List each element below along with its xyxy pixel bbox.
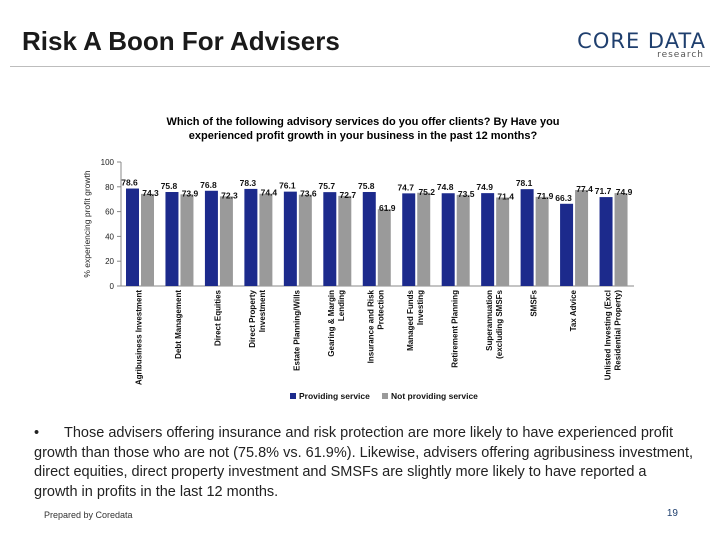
data-label: 74.9 — [476, 182, 493, 192]
category-label: Estate Planning/Wills — [293, 289, 302, 370]
data-label: 71.4 — [497, 191, 514, 201]
data-label: 73.9 — [182, 188, 199, 198]
chart-title: Which of the following advisory services… — [120, 115, 606, 143]
bar-not-providing — [338, 195, 352, 286]
bar-not-providing — [496, 197, 510, 286]
data-label: 75.8 — [358, 181, 375, 191]
data-label: 77.4 — [576, 184, 593, 194]
data-label: 66.3 — [555, 193, 572, 203]
category-label: Residential Property) — [613, 290, 622, 371]
category-label: Tax Advice — [569, 289, 578, 331]
bar-providing — [441, 193, 455, 286]
data-label: 75.8 — [161, 181, 178, 191]
category-label: Investing — [416, 290, 425, 325]
bar-not-providing — [141, 193, 154, 286]
category-label: Direct Property — [248, 289, 257, 347]
bar-not-providing — [219, 196, 233, 286]
bar-providing — [560, 203, 574, 286]
y-tick-label: 40 — [105, 232, 114, 241]
footer-credit: Prepared by Coredata — [44, 510, 133, 520]
legend-label: Providing service — [299, 391, 370, 401]
data-label: 76.8 — [200, 180, 217, 190]
data-label: 73.6 — [300, 189, 317, 199]
legend-swatch — [290, 393, 296, 399]
header-divider — [10, 66, 710, 67]
data-label: 73.5 — [458, 189, 475, 199]
bar-providing — [244, 188, 258, 286]
summary-paragraph: • Those advisers offering insurance and r… — [34, 424, 694, 502]
bar-providing — [126, 188, 139, 286]
chart-title-line-2: experienced profit growth in your busine… — [188, 130, 538, 142]
data-label: 74.8 — [437, 182, 454, 192]
category-label: Retirement Planning — [450, 290, 459, 368]
bar-not-providing — [180, 194, 194, 286]
bar-providing — [599, 197, 613, 286]
bar-not-providing — [417, 192, 431, 286]
category-label: Investment — [258, 290, 267, 333]
data-label: 78.3 — [240, 178, 257, 188]
y-tick-label: 60 — [105, 208, 114, 217]
bar-providing — [204, 190, 218, 286]
data-label: 74.3 — [142, 188, 159, 198]
bar-not-providing — [456, 194, 470, 286]
data-label: 76.1 — [279, 181, 296, 191]
data-label: 74.4 — [261, 188, 278, 198]
category-label: Agribusiness Investment — [135, 290, 144, 385]
bar-not-providing — [377, 209, 391, 286]
legend-label: Not providing service — [391, 391, 478, 401]
bar-not-providing — [575, 190, 589, 286]
bar-not-providing — [259, 193, 273, 286]
data-label: 72.7 — [340, 190, 357, 200]
legend-swatch — [382, 393, 388, 399]
data-label: 61.9 — [379, 203, 396, 213]
bar-not-providing — [535, 196, 549, 286]
company-logo: CORE DATA research — [577, 30, 706, 60]
bar-not-providing — [298, 194, 312, 286]
bar-not-providing — [614, 193, 628, 286]
data-label: 71.9 — [537, 191, 554, 201]
y-tick-label: 20 — [105, 257, 114, 266]
data-label: 78.1 — [516, 178, 533, 188]
data-label: 71.7 — [595, 186, 612, 196]
bar-providing — [402, 193, 416, 286]
bar-chart: 0 20 40 60 80 100 % experiencing profit growth… — [82, 158, 634, 401]
y-tick-label: 100 — [101, 158, 115, 167]
category-label: Managed Funds — [406, 289, 415, 350]
bar-providing — [323, 192, 337, 286]
data-label: 74.9 — [616, 187, 633, 197]
bar-providing — [283, 191, 297, 286]
y-tick-label: 80 — [105, 183, 114, 192]
data-label: 75.2 — [418, 187, 435, 197]
bar-providing — [362, 192, 376, 286]
y-tick-label: 0 — [110, 282, 115, 291]
chart-title-line-1: Which of the following advisory services… — [166, 116, 560, 128]
category-label: SMSFs — [529, 289, 538, 316]
logo-main-text: CORE DATA — [577, 29, 706, 53]
category-label: Gearing & Margin — [327, 290, 336, 357]
bar-providing — [165, 192, 179, 286]
data-label: 78.6 — [121, 178, 138, 188]
bar-providing — [520, 189, 534, 286]
data-label: 74.7 — [397, 182, 414, 192]
category-label: Unlisted Investing (Excl — [603, 290, 612, 380]
bar-providing — [481, 193, 495, 286]
category-label: Protection — [377, 290, 386, 330]
category-label: Superannuation — [485, 290, 494, 351]
bullet-marker: • — [34, 425, 40, 441]
category-label: Debt Management — [174, 290, 183, 359]
page-title: Risk A Boon For Advisers — [22, 26, 340, 56]
data-label: 75.7 — [319, 181, 336, 191]
page-number: 19 — [666, 508, 678, 519]
summary-text: Those advisers offering insurance and ri… — [34, 425, 694, 500]
category-label: (excluding SMSFs — [495, 289, 504, 358]
category-label: Direct Equities — [214, 289, 223, 346]
category-label: Lending — [337, 290, 346, 321]
logo-sub-text: research — [657, 50, 704, 60]
category-label: Insurance and Risk — [367, 289, 376, 363]
y-axis-label: % experiencing profit growth — [82, 170, 92, 278]
data-label: 72.3 — [221, 190, 238, 200]
